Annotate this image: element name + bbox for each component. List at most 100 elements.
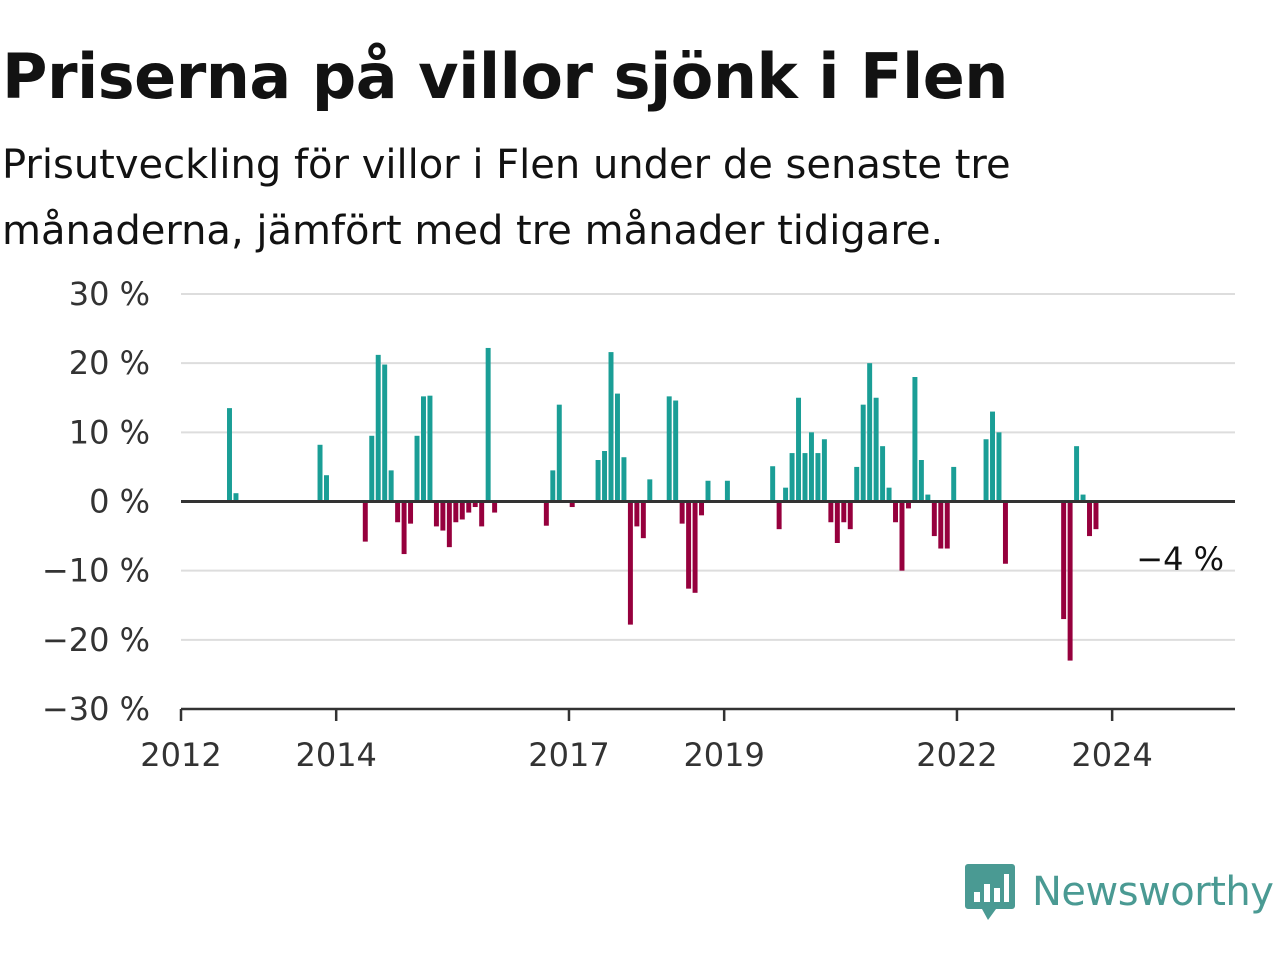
bars: [227, 347, 1099, 661]
bar: [414, 435, 420, 502]
bar: [472, 501, 478, 508]
bar: [640, 501, 646, 539]
bar: [324, 475, 329, 502]
bar: [369, 435, 375, 502]
bar: [446, 501, 452, 548]
y-tick-label: 30 %: [69, 275, 150, 313]
bar: [886, 487, 892, 502]
bar: [485, 347, 491, 502]
bar: [705, 480, 711, 502]
bar: [944, 501, 950, 549]
bar: [408, 501, 414, 524]
logo-text: Newsworthy: [1032, 869, 1274, 915]
axes: [181, 500, 1235, 711]
bar: [854, 466, 860, 502]
grid-lines: [181, 293, 1235, 641]
bar: [550, 470, 556, 502]
bar: [867, 363, 873, 502]
bar: [699, 501, 705, 516]
bar: [938, 501, 944, 549]
bar: [666, 396, 672, 502]
bar: [931, 501, 937, 537]
bar: [990, 411, 995, 502]
bar: [375, 354, 381, 502]
bar: [1087, 501, 1092, 537]
bar: [951, 466, 957, 502]
bar: [401, 501, 407, 555]
bar: [893, 501, 899, 523]
y-tick-label: 10 %: [69, 413, 150, 451]
last-value-label: −4 %: [1136, 540, 1224, 578]
bar: [602, 451, 608, 502]
x-tick-label: 2024: [1071, 736, 1152, 774]
bar: [427, 395, 433, 502]
bar: [233, 493, 239, 502]
bar: [556, 404, 562, 502]
bar: [647, 479, 653, 502]
bar: [227, 408, 232, 502]
bar: [847, 501, 853, 530]
bar: [453, 501, 459, 523]
bar: [1080, 494, 1086, 502]
bar: [873, 397, 879, 502]
bar: [459, 501, 465, 520]
bar: [1067, 501, 1073, 661]
bar: [614, 393, 620, 502]
bar: [841, 501, 847, 523]
bar: [808, 432, 814, 502]
y-tick-label: −30 %: [42, 690, 150, 728]
bar: [395, 501, 401, 523]
y-axis-ticks: 30 % 20 % 10 % 0 % −10 % −20 % −30 %: [42, 275, 150, 728]
bar: [796, 397, 802, 502]
bar: [1061, 501, 1067, 620]
bar: [1074, 446, 1080, 502]
bar: [983, 439, 989, 502]
bar: [925, 494, 931, 502]
bar: [492, 501, 498, 513]
bar: [815, 453, 821, 502]
x-tick-label: 2014: [295, 736, 376, 774]
bar: [905, 501, 911, 509]
bar: [608, 352, 614, 502]
bar: [627, 501, 633, 625]
bar: [802, 453, 808, 502]
bar: [362, 501, 368, 542]
bar: [686, 501, 692, 589]
bar: [479, 501, 485, 527]
bar: [783, 487, 789, 502]
bar: [789, 453, 795, 502]
bar: [880, 446, 886, 502]
bar: [776, 501, 782, 530]
y-tick-label: 0 %: [89, 483, 150, 521]
bar: [421, 396, 426, 502]
bar: [1002, 501, 1008, 564]
bar: [679, 501, 685, 524]
chart-subtitle: Prisutveckling för villor i Flen under d…: [2, 142, 1011, 254]
y-tick-label: −20 %: [42, 621, 150, 659]
bar: [860, 404, 866, 502]
bar: [621, 457, 627, 502]
bar: [595, 460, 601, 502]
bar: [834, 501, 840, 543]
bar: [996, 432, 1002, 502]
bar: [912, 377, 918, 502]
bar: [899, 501, 905, 571]
newsworthy-logo: Newsworthy: [964, 862, 1274, 922]
y-tick-label: −10 %: [42, 552, 150, 590]
bar: [1093, 501, 1099, 530]
bar: [317, 444, 323, 502]
bar: [673, 400, 679, 502]
bar: [692, 501, 698, 593]
bar: [634, 501, 640, 527]
newsworthy-chart-bubble-icon: [965, 864, 1015, 920]
bar: [918, 460, 924, 502]
chart-title: Priserna på villor sjönk i Flen: [2, 40, 1008, 113]
bar: [828, 501, 834, 523]
bar: [433, 501, 439, 527]
x-tick-label: 2022: [916, 736, 997, 774]
bar: [388, 470, 394, 502]
bar: [543, 501, 549, 526]
bar: [569, 501, 575, 508]
bar: [770, 466, 776, 502]
